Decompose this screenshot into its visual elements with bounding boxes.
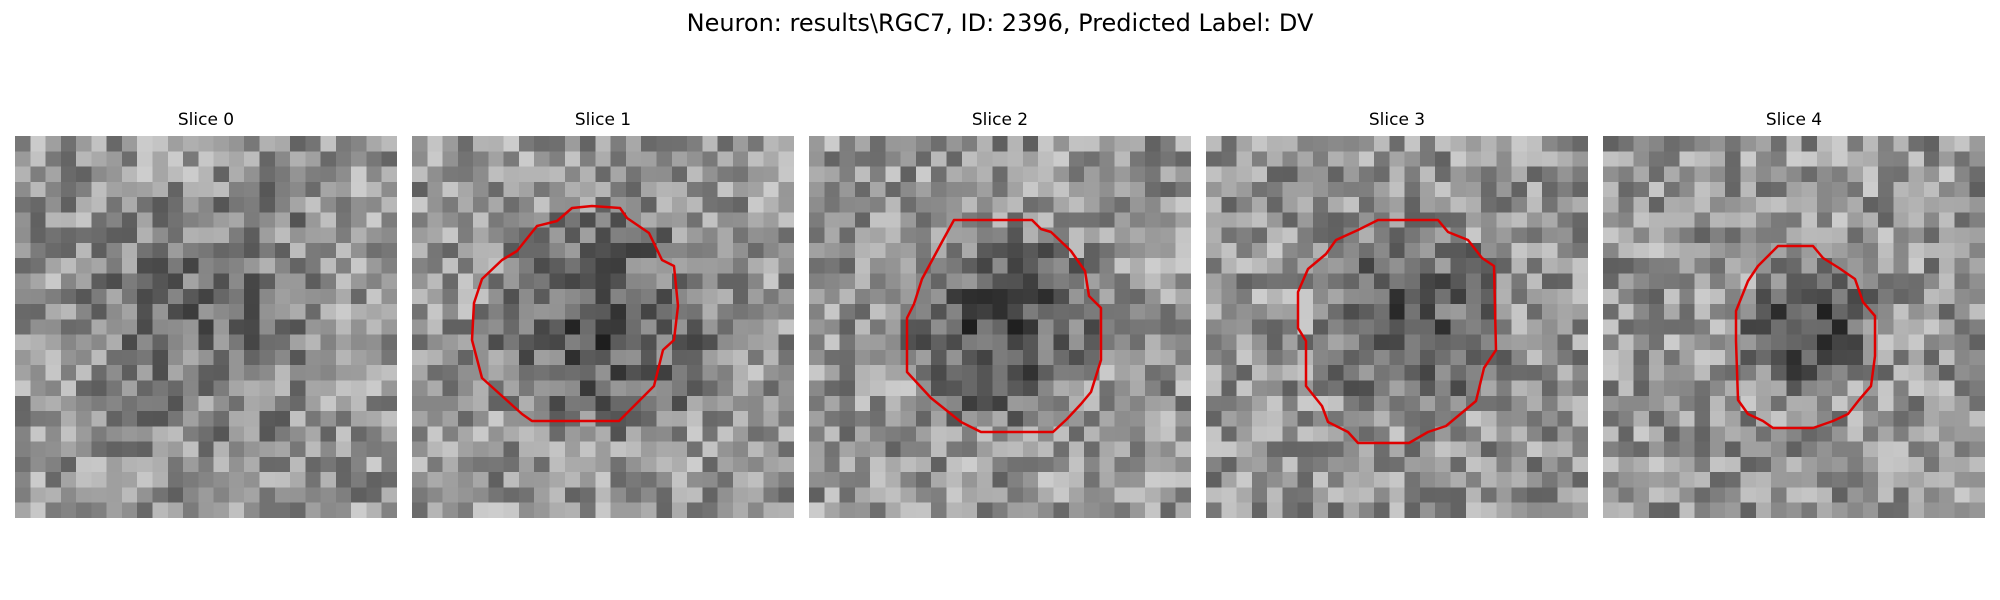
figure-title: Neuron: results\RGC7, ID: 2396, Predicte… — [686, 9, 1314, 37]
slice-title-0: Slice 0 — [177, 110, 235, 130]
slice-title-2: Slice 2 — [971, 110, 1029, 130]
slice-title-4: Slice 4 — [1765, 110, 1823, 130]
slice-panel-4: Slice 4 — [1603, 110, 1985, 518]
slice-panel-3: Slice 3 — [1206, 110, 1588, 518]
roi-contour — [1734, 244, 1877, 430]
slice-image-2 — [809, 136, 1191, 518]
slice-image-0 — [15, 136, 397, 518]
slice-title-1: Slice 1 — [574, 110, 632, 130]
slice-contour-4 — [1734, 244, 1877, 430]
slice-panel-2: Slice 2 — [809, 110, 1191, 518]
slice-contour-1 — [470, 204, 680, 423]
slice-panel-1: Slice 1 — [412, 110, 794, 518]
slice-image-4 — [1603, 136, 1985, 518]
roi-contour — [1296, 218, 1498, 445]
slice-contour-2 — [905, 218, 1103, 434]
slice-image-3 — [1206, 136, 1588, 518]
roi-contour — [470, 204, 680, 423]
roi-contour — [905, 218, 1103, 434]
slice-title-3: Slice 3 — [1368, 110, 1426, 130]
slice-contour-3 — [1296, 218, 1498, 445]
slice-image-1 — [412, 136, 794, 518]
slice-panel-0: Slice 0 — [15, 110, 397, 518]
